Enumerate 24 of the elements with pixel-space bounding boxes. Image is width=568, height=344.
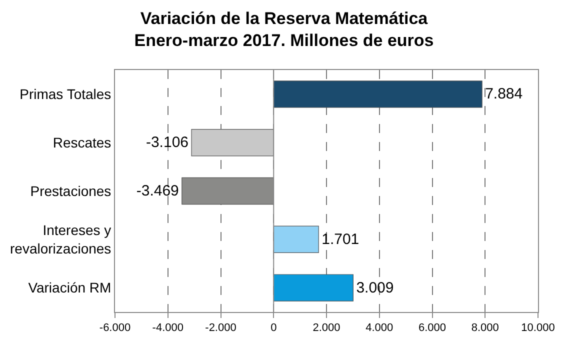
y-tick-label: Primas Totales: [20, 86, 112, 102]
bar: [273, 226, 319, 254]
chart-title: Variación de la Reserva Matemática Enero-marzo 2017. Millones de euros: [134, 9, 434, 50]
bar: [273, 274, 354, 302]
data-label: 1.701: [322, 230, 360, 248]
x-tick-label: -4.000: [152, 322, 184, 334]
data-label: -3.469: [136, 182, 179, 200]
x-tick-label: -2.000: [205, 322, 236, 334]
data-label: 3.009: [356, 279, 394, 296]
data-label: 7.884: [485, 86, 523, 103]
data-label: -3.106: [146, 134, 189, 152]
y-tick-label: Prestaciones: [30, 182, 112, 199]
x-tick-label: -6.000: [99, 322, 131, 334]
x-tick-label: 4.000: [366, 322, 394, 334]
x-tick-label: 10.000: [521, 322, 555, 334]
x-tick-label: 8.000: [471, 322, 499, 334]
x-tick-label: 2.000: [312, 322, 340, 334]
x-tick-label: 0: [270, 322, 277, 334]
y-tick-label: Intereses y revalorizaciones: [10, 222, 112, 256]
bar: [273, 80, 482, 108]
bar: [191, 128, 274, 156]
y-tick-label: Variación RM: [28, 280, 112, 296]
y-tick-label: Rescates: [52, 134, 112, 150]
x-tick-label: 6.000: [418, 322, 446, 334]
